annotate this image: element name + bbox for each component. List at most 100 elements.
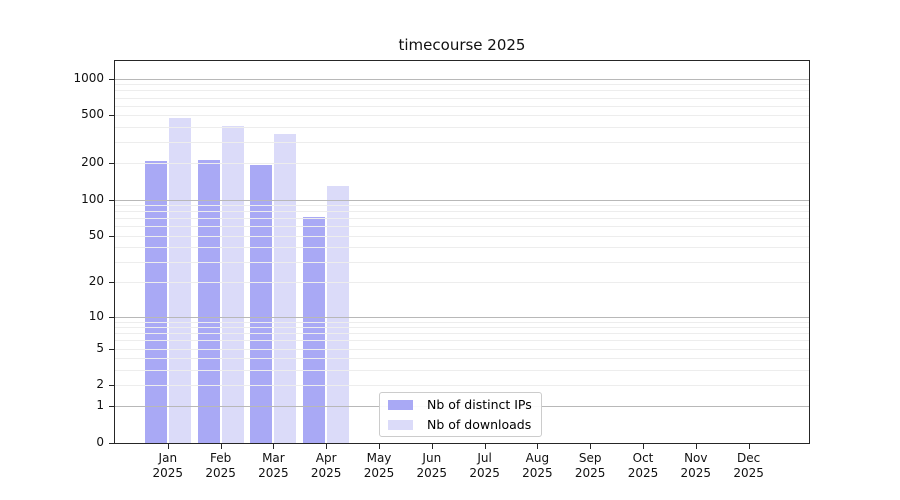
gridline-minor-70: [115, 218, 809, 220]
gridline-minor-30: [115, 261, 809, 263]
x-tick-year: 2025: [205, 466, 236, 480]
y-tick-mark-100: [109, 199, 114, 201]
x-tick-mark-jun: [431, 444, 433, 449]
gridline-minor-60: [115, 226, 809, 228]
y-tick-label-50: 50: [88, 227, 104, 242]
x-tick-mark-oct: [643, 444, 644, 449]
x-tick-mark-feb: [220, 444, 222, 449]
x-tick-year: 2025: [416, 466, 448, 480]
x-tick-label-may: May 2025: [349, 451, 409, 481]
gridline-minor-3: [115, 369, 809, 371]
gridline-minor-4: [115, 358, 809, 360]
gridline-minor-6: [115, 340, 809, 342]
x-tick-month: Apr: [315, 451, 337, 465]
gridline-minor-8: [115, 327, 809, 329]
x-tick-month: Dec: [736, 451, 761, 465]
bar-downloads-apr: [327, 185, 350, 443]
gridline-minor-50: [115, 235, 809, 237]
x-tick-year: 2025: [574, 466, 606, 480]
gridline-minor-2: [115, 385, 809, 387]
y-tick-label-2: 2: [96, 377, 104, 392]
bar-distinct-ips-mar: [250, 164, 273, 443]
y-tick-mark-5: [109, 348, 114, 350]
gridline-minor-800: [115, 90, 809, 92]
gridline-100: [115, 199, 809, 201]
y-tick-label-5: 5: [96, 340, 104, 355]
gridline-1000: [115, 78, 809, 80]
x-tick-year: 2025: [627, 466, 659, 480]
chart-title: timecourse 2025: [398, 36, 526, 54]
y-tick-mark-500: [109, 115, 114, 117]
bar-downloads-jan: [168, 118, 191, 443]
gridline-minor-7: [115, 333, 809, 335]
x-tick-year: 2025: [522, 466, 553, 480]
x-tick-month: Sep: [578, 451, 602, 465]
gridline-minor-80: [115, 211, 809, 213]
x-tick-month: Nov: [684, 451, 708, 465]
y-tick-label-20: 20: [88, 274, 104, 289]
y-tick-label-200: 200: [81, 155, 104, 170]
legend-label-downloads: Nb of downloads: [427, 417, 532, 432]
x-tick-year: 2025: [258, 466, 289, 480]
y-tick-label-1: 1: [96, 398, 104, 413]
x-tick-label-dec: Dec 2025: [719, 451, 779, 481]
y-tick-mark-20: [109, 282, 114, 284]
legend-label-distinct-ips: Nb of distinct IPs: [427, 397, 532, 412]
gridline-minor-600: [115, 105, 809, 107]
y-tick-label-100: 100: [81, 191, 104, 206]
x-tick-year: 2025: [733, 466, 764, 480]
x-tick-month: Jan: [158, 451, 178, 465]
y-tick-label-0: 0: [96, 435, 104, 449]
x-tick-label-apr: Apr 2025: [296, 451, 356, 481]
gridline-minor-200: [115, 163, 809, 165]
x-tick-mark-aug: [537, 444, 539, 449]
x-tick-label-jul: Jul 2025: [455, 451, 515, 481]
x-tick-year: 2025: [680, 466, 712, 480]
gridline-minor-400: [115, 126, 809, 128]
legend-swatch-distinct-ips: [388, 399, 413, 410]
x-tick-label-sep: Sep 2025: [560, 451, 620, 481]
gridline-minor-500: [115, 115, 809, 117]
gridline-minor-300: [115, 142, 809, 144]
x-tick-month: Mar: [262, 451, 285, 465]
y-tick-label-1000: 1000: [73, 70, 104, 85]
x-tick-label-aug: Aug 2025: [507, 451, 567, 481]
legend-item-downloads: Nb of downloads: [388, 417, 533, 432]
y-tick-mark-1: [109, 406, 114, 408]
x-tick-mark-apr: [326, 444, 328, 449]
legend-swatch-downloads: [388, 419, 413, 430]
y-tick-mark-2: [109, 385, 114, 387]
legend-item-distinct-ips: Nb of distinct IPs: [388, 397, 533, 412]
y-tick-mark-1000: [109, 78, 114, 80]
legend: Nb of distinct IPs Nb of downloads: [379, 392, 542, 437]
bar-distinct-ips-apr: [303, 216, 326, 443]
bar-downloads-mar: [274, 133, 297, 443]
x-tick-mark-nov: [695, 444, 697, 449]
gridline-10: [115, 316, 809, 318]
x-tick-mark-mar: [273, 444, 275, 449]
gridline-minor-9: [115, 321, 809, 323]
x-tick-mark-sep: [590, 444, 592, 449]
x-tick-month: Jun: [422, 451, 442, 465]
x-tick-label-jan: Jan 2025: [138, 451, 198, 481]
x-tick-month: Aug: [525, 451, 550, 465]
x-tick-label-feb: Feb 2025: [191, 451, 251, 481]
gridline-minor-700: [115, 97, 809, 99]
x-tick-label-nov: Nov 2025: [666, 451, 726, 481]
gridline-minor-90: [115, 205, 809, 207]
x-tick-mark-jan: [167, 444, 169, 449]
x-tick-year: 2025: [469, 466, 500, 480]
gridline-minor-20: [115, 282, 809, 284]
x-tick-month: Jul: [477, 451, 492, 465]
y-tick-label-10: 10: [88, 308, 104, 323]
bar-distinct-ips-feb: [197, 159, 220, 443]
x-tick-mark-jul: [484, 444, 486, 449]
gridline-minor-5: [115, 348, 809, 350]
x-tick-year: 2025: [310, 466, 342, 480]
y-tick-mark-0: [109, 443, 114, 444]
x-tick-year: 2025: [363, 466, 395, 480]
gridline-minor-900: [115, 84, 809, 86]
x-tick-month: May: [366, 451, 392, 465]
x-tick-label-oct: Oct 2025: [613, 451, 673, 481]
